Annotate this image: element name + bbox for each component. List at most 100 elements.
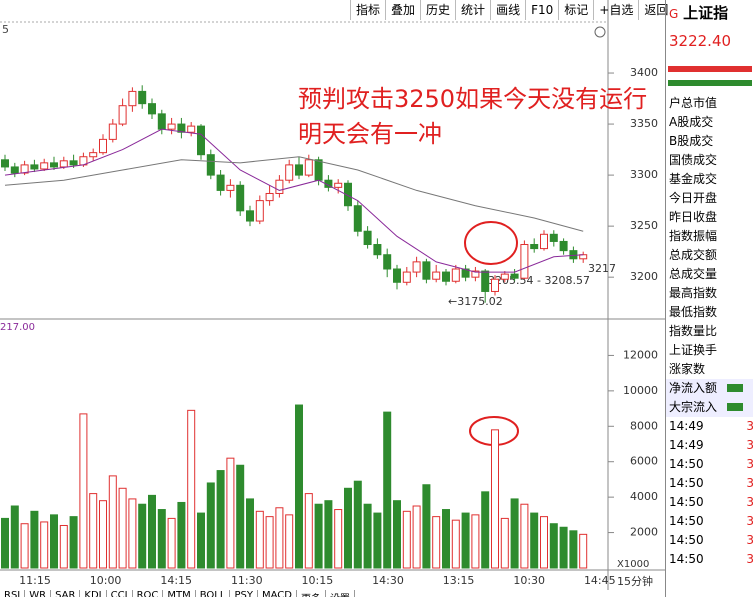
candle-body — [10, 166, 19, 174]
volume-bar — [500, 517, 509, 569]
volume-bar — [432, 516, 441, 569]
candle-body — [275, 179, 284, 194]
candle-body — [138, 90, 147, 105]
volume-bar — [285, 514, 294, 569]
toolbar-button[interactable]: 指标 — [350, 0, 385, 20]
candle-body — [206, 154, 215, 176]
volume-bar — [10, 505, 19, 569]
candle-body — [108, 123, 117, 140]
volume-bar — [510, 498, 519, 569]
stat-label: 指数振幅 — [669, 229, 718, 243]
stat-label: 最高指数 — [669, 286, 718, 300]
x-tick-label: 10:30 — [513, 574, 545, 587]
stat-label: 国债成交 — [669, 153, 718, 167]
tab[interactable]: CCI — [107, 590, 133, 597]
candle-body — [50, 162, 58, 168]
volume-bar — [520, 503, 529, 569]
tab[interactable]: MACD — [258, 590, 297, 597]
tab[interactable]: WR — [25, 590, 52, 597]
x-tick-label: 14:15 — [160, 574, 192, 587]
candle-body — [442, 271, 450, 282]
volume-bar — [138, 503, 147, 569]
tick-value: 3 — [746, 476, 753, 490]
tab[interactable]: MTM — [163, 590, 196, 597]
tab[interactable]: PSY — [230, 590, 258, 597]
y-tick-label: 3350 — [630, 117, 658, 130]
volume-bar — [334, 509, 343, 569]
volume-bar — [216, 470, 225, 569]
tab[interactable]: KDJ — [80, 590, 107, 597]
volume-bar — [50, 514, 58, 569]
candle-body — [30, 164, 39, 170]
tick-row: 14:50 3 — [666, 493, 753, 512]
flag: G — [669, 7, 679, 21]
volume-bar — [206, 482, 215, 569]
flow-row: 大宗流入 — [666, 398, 753, 417]
x-tick-label: 14:30 — [372, 574, 404, 587]
candle-body — [393, 268, 401, 283]
candle-body — [285, 164, 294, 181]
volume-bar — [118, 487, 127, 569]
tick-time: 14:50 — [669, 552, 704, 566]
candle-body — [500, 273, 509, 280]
y-tick-label: 6000 — [630, 455, 658, 468]
volume-bar — [236, 464, 245, 569]
volume-bar — [383, 411, 392, 569]
tick-value: 3 — [746, 495, 753, 509]
candle-body — [99, 138, 107, 154]
candle-body — [373, 244, 382, 256]
volume-bar — [324, 500, 333, 569]
tab[interactable]: 设置 — [326, 590, 355, 597]
tabs: RSIWRSARKDJCCIROCMTMBOLLPSYMACD更多设置 — [0, 590, 355, 597]
tick-time: 14:49 — [669, 438, 704, 452]
candle-body — [481, 270, 490, 292]
toolbar-button[interactable]: 标记 — [558, 0, 593, 20]
x-tick-label: 11:30 — [231, 574, 263, 587]
toolbar: 指标 叠加 历史 统计 画线 F10 标记 +自选 返回 — [350, 0, 673, 20]
volume-bar — [79, 413, 88, 569]
candle-body — [491, 278, 499, 292]
price: 3222.40 — [669, 32, 732, 50]
volume-bar — [246, 498, 254, 569]
toolbar-button[interactable]: F10 — [525, 0, 558, 20]
toolbar-button[interactable]: 叠加 — [385, 0, 420, 20]
candle-body — [40, 162, 49, 170]
tick-time: 14:49 — [669, 419, 704, 433]
y-tick-label: 12000 — [623, 348, 658, 361]
x-tick-label: 11:15 — [19, 574, 51, 587]
candle-body — [157, 113, 166, 130]
tab[interactable]: SAR — [51, 590, 81, 597]
candle-body — [59, 160, 68, 168]
candle-body — [118, 105, 127, 125]
candle-body — [304, 159, 313, 176]
stat-label: A股成交 — [669, 115, 714, 129]
volume-bar — [530, 512, 539, 569]
volume-bar — [187, 409, 196, 569]
tab[interactable]: RSI — [0, 590, 26, 597]
toolbar-button[interactable]: 统计 — [455, 0, 490, 20]
toolbar-button[interactable]: +自选 — [593, 0, 638, 20]
tick-value: 3 — [746, 533, 753, 547]
toolbar-button[interactable]: 历史 — [420, 0, 455, 20]
tab[interactable]: 更多 — [297, 590, 326, 597]
candle-body — [451, 268, 460, 282]
toolbar-button[interactable]: 返回 — [638, 0, 673, 20]
tab[interactable]: BOLL — [196, 590, 231, 597]
toolbar-button[interactable]: 画线 — [490, 0, 525, 20]
candle-body — [383, 254, 392, 270]
tick-row: 14:49 3 — [666, 417, 753, 436]
tab[interactable]: ROC — [133, 590, 164, 597]
y-tick-label: 3400 — [630, 66, 658, 79]
y-tick-label: 4000 — [630, 490, 658, 503]
y-tick-label: 3200 — [630, 270, 658, 283]
stat-label: 基金成交 — [669, 172, 718, 186]
corner-label: 5 — [2, 23, 9, 36]
volume-bar — [422, 484, 431, 569]
settings-icon[interactable] — [594, 26, 606, 38]
candle-body — [69, 160, 78, 166]
volume-bar — [1, 517, 9, 569]
y-tick-label: 8000 — [630, 419, 658, 432]
volume-bar — [491, 429, 499, 569]
volume-bar — [99, 500, 107, 569]
